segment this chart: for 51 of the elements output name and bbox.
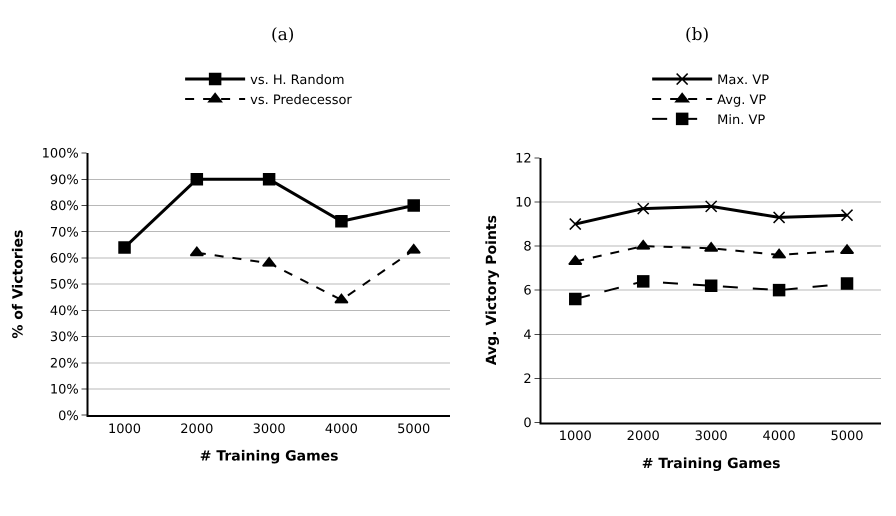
legend-label: Max. VP [717, 73, 770, 88]
x-tick-label: 4000 [324, 422, 358, 437]
y-tick-label: 8 [523, 240, 532, 255]
y-tick-label: 30% [50, 330, 79, 346]
chart-title: (b) [685, 25, 710, 45]
point [704, 200, 718, 213]
y-tick-label: 12 [515, 151, 532, 166]
y-tick-label: 60% [50, 251, 79, 266]
point [772, 211, 786, 224]
x-tick-label: 3000 [694, 429, 728, 444]
x-axis-title: # Training Games [642, 456, 781, 472]
legend-label: vs. H. Random [250, 73, 344, 88]
legend-label: Avg. VP [717, 93, 766, 108]
point [636, 240, 650, 250]
y-tick-label: 80% [50, 199, 79, 214]
x-tick-label: 5000 [830, 429, 864, 444]
x-tick-label: 4000 [762, 429, 796, 444]
point [704, 280, 718, 292]
point [569, 292, 582, 306]
y-axis-title: Avg. Victory Points [484, 215, 500, 366]
y-tick-label: 6 [523, 284, 532, 299]
x-tick-label: 2000 [180, 422, 214, 437]
legend-label: vs. Predecessor [250, 93, 352, 108]
point [568, 255, 582, 266]
x-tick-label: 3000 [252, 422, 286, 437]
point [772, 284, 786, 296]
y-tick-label: 40% [50, 304, 79, 319]
y-tick-label: 2 [523, 372, 532, 387]
y-tick-label: 50% [50, 278, 79, 293]
point [569, 218, 582, 230]
x-tick-label: 1000 [558, 429, 592, 444]
x-tick-label: 5000 [397, 422, 430, 437]
y-tick-label: 90% [50, 172, 79, 188]
point [636, 202, 650, 215]
point [840, 277, 854, 290]
y-axis-title: % of Victories [10, 230, 27, 339]
y-tick-label: 100% [42, 146, 79, 162]
point [840, 208, 854, 222]
legend-label: Min. VP [717, 112, 766, 128]
point [636, 275, 650, 288]
y-tick-label: 20% [50, 356, 79, 372]
y-tick-label: 4 [523, 328, 532, 343]
y-tick-label: 10% [50, 382, 79, 398]
x-tick-label: 2000 [626, 429, 660, 444]
y-tick-label: 10 [515, 196, 532, 211]
x-axis-title: # Training Games [200, 448, 338, 465]
chart-title: (a) [271, 25, 294, 45]
y-tick-label: 0% [58, 408, 79, 424]
y-tick-label: 70% [50, 225, 79, 240]
y-tick-label: 0 [523, 416, 532, 431]
x-tick-label: 1000 [108, 422, 142, 437]
